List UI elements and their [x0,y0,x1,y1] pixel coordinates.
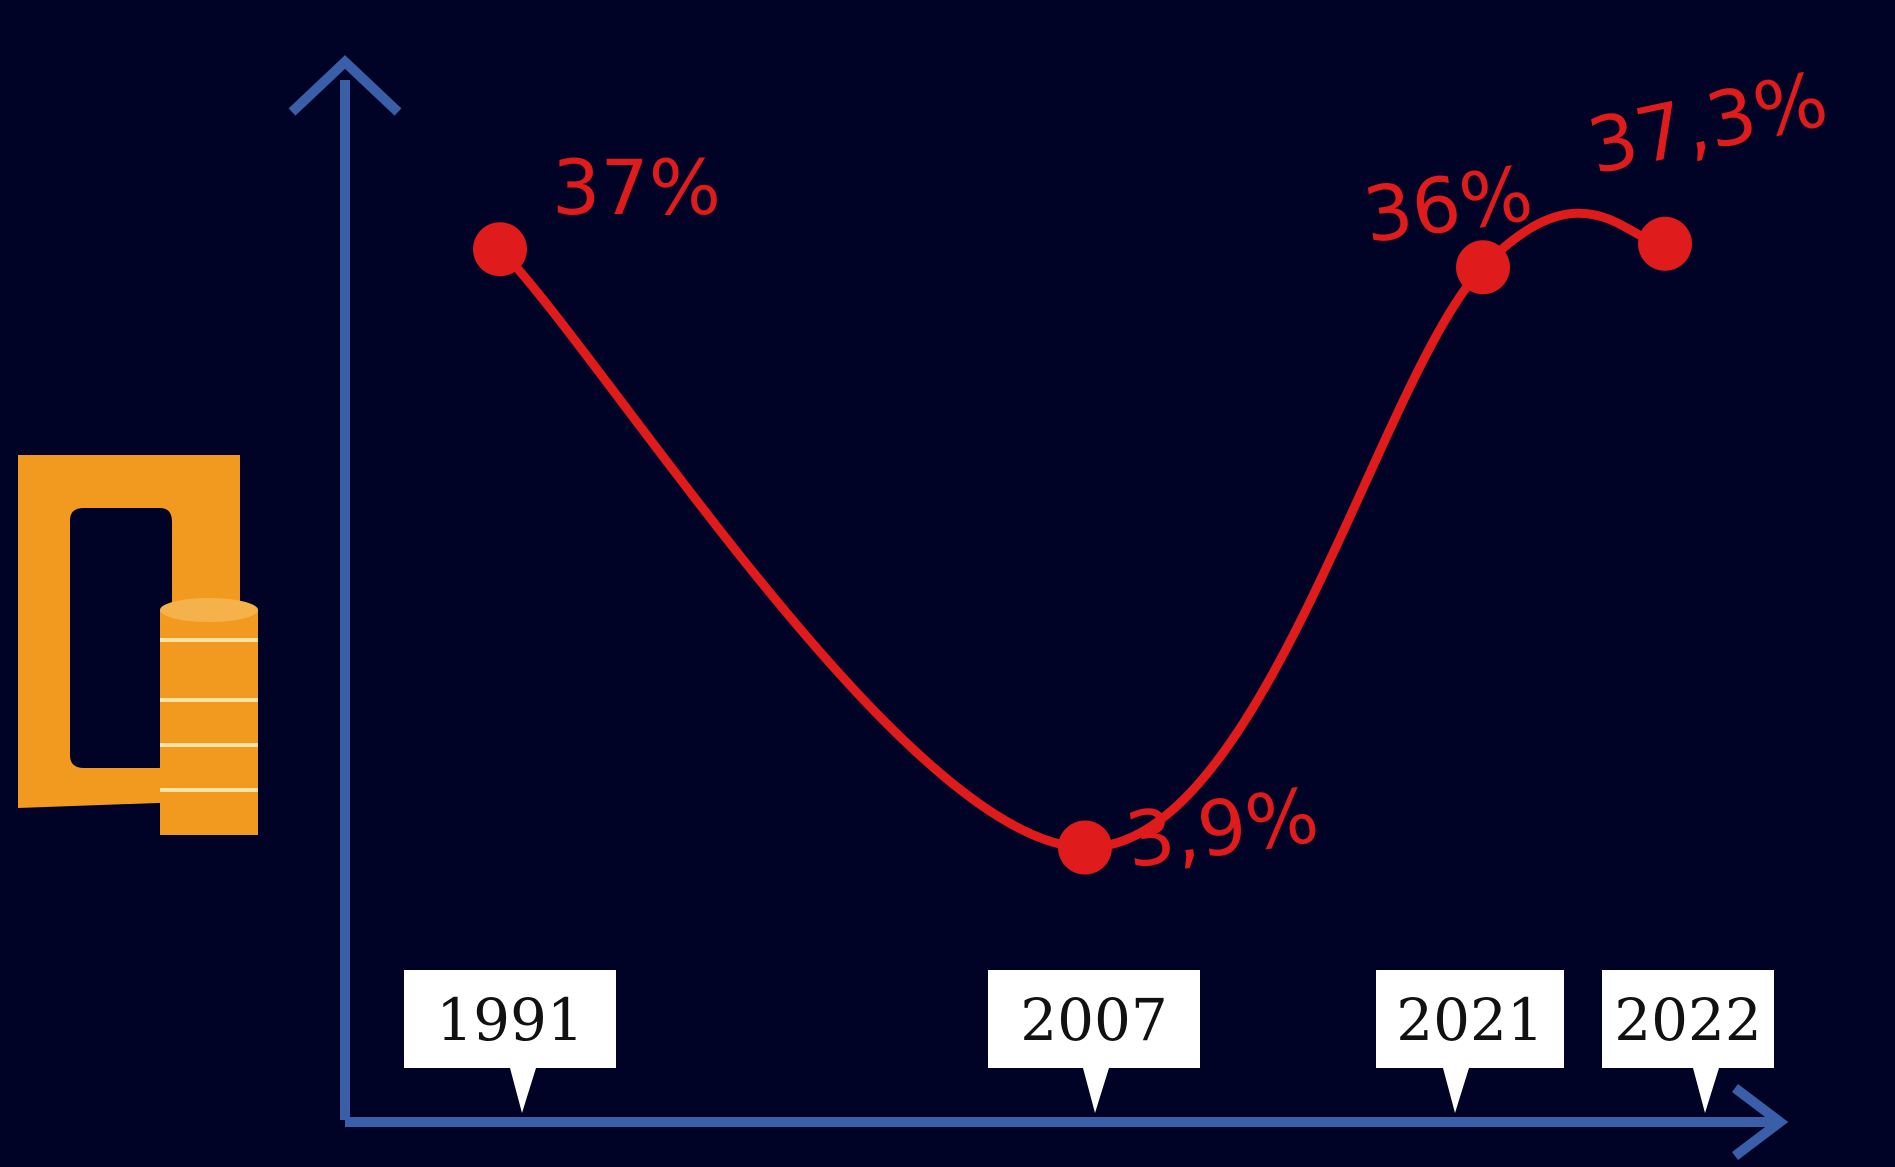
series-line [495,208,1670,853]
x-tick-label: 2022 [1602,970,1774,1113]
data-label: 37,3% [1580,54,1835,191]
y-axis [288,55,402,1120]
data-point [1456,240,1510,295]
data-point [1638,216,1692,271]
coin-stack [160,598,258,835]
x-axis [345,1084,1789,1160]
x-tick-layer: 1991 2007 2021 2022 [404,970,1774,1113]
x-tick-text: 1991 [436,986,584,1054]
x-tick-label: 2021 [1376,970,1564,1113]
data-label: 3,9% [1120,770,1324,885]
data-point [473,222,527,277]
data-label: 37% [552,143,721,232]
x-tick-text: 2021 [1396,986,1544,1054]
x-tick-label: 1991 [404,970,616,1113]
x-tick-text: 2007 [1020,986,1168,1054]
series-layer: 37%3,9%36%37,3% [473,54,1835,885]
x-tick-label: 2007 [988,970,1200,1113]
x-tick-text: 2022 [1614,986,1762,1054]
money-wallet-coins-icon [18,455,258,835]
data-point [1058,820,1112,875]
